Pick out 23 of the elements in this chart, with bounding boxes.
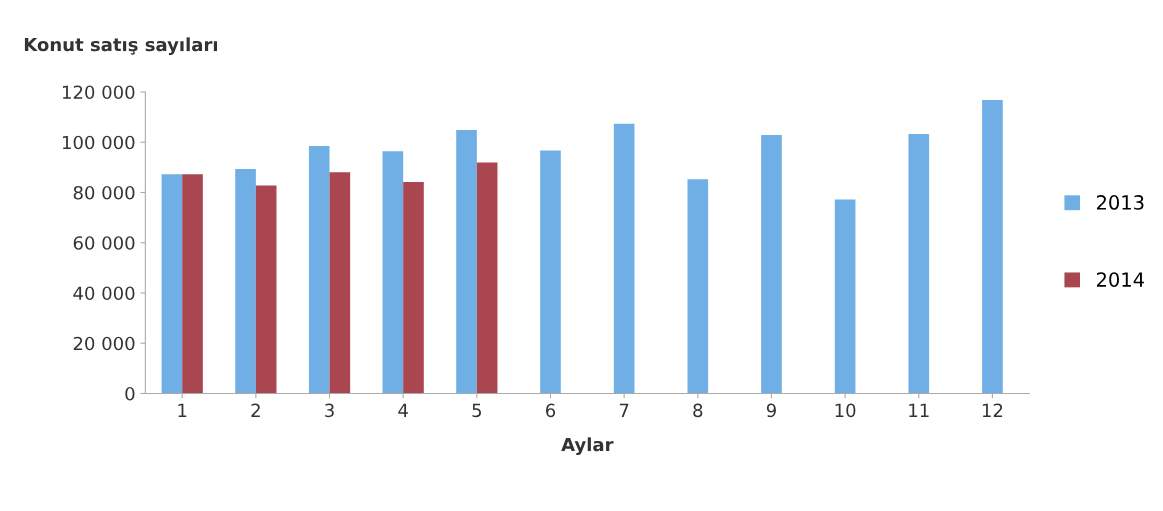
x-tick-label: 6 — [546, 403, 556, 418]
y-tick-label: 100 000 — [62, 135, 135, 150]
y-tick-label: 20 000 — [73, 336, 135, 351]
y-tick-label: 40 000 — [73, 286, 135, 301]
x-axis-title: Aylar — [561, 437, 614, 455]
x-tick-label: 2 — [251, 403, 260, 417]
x-tick-label: 11 — [909, 403, 929, 417]
legend-label: 2013 — [1096, 195, 1144, 210]
x-tick-label: 7 — [619, 403, 629, 417]
x-tick-label: 9 — [766, 403, 776, 418]
x-tick-label: 1 — [178, 403, 187, 417]
chart-title: Konut satış sayıları — [24, 37, 218, 55]
y-tick-label: 0 — [125, 386, 135, 401]
legend-label: 2014 — [1096, 272, 1144, 287]
y-tick-label: 120 000 — [62, 85, 135, 100]
y-tick-label: 80 000 — [73, 185, 135, 200]
y-tick-label: 60 000 — [73, 236, 135, 250]
x-tick-label: 8 — [693, 403, 703, 418]
x-tick-label: 5 — [472, 403, 481, 418]
x-tick-label: 10 — [835, 403, 856, 418]
x-tick-label: 3 — [325, 403, 334, 418]
x-tick-label: 4 — [398, 403, 408, 417]
x-tick-label: 12 — [982, 403, 1003, 417]
